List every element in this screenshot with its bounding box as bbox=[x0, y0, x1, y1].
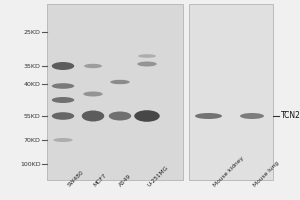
Ellipse shape bbox=[52, 112, 74, 120]
Ellipse shape bbox=[84, 64, 102, 68]
Text: Mouse lung: Mouse lung bbox=[253, 160, 280, 188]
Ellipse shape bbox=[52, 62, 74, 70]
Ellipse shape bbox=[52, 83, 74, 89]
Text: 40KD: 40KD bbox=[24, 82, 40, 87]
Text: 35KD: 35KD bbox=[24, 64, 40, 68]
Ellipse shape bbox=[138, 54, 156, 58]
Bar bbox=[46, 4, 183, 180]
Text: MCF7: MCF7 bbox=[92, 173, 108, 188]
Ellipse shape bbox=[134, 110, 160, 122]
Ellipse shape bbox=[110, 80, 130, 84]
Ellipse shape bbox=[109, 112, 131, 120]
Ellipse shape bbox=[83, 92, 103, 97]
Text: A549: A549 bbox=[118, 174, 132, 188]
Text: Mouse kidney: Mouse kidney bbox=[212, 156, 245, 188]
Text: 55KD: 55KD bbox=[24, 114, 40, 118]
Text: SW480: SW480 bbox=[67, 170, 85, 188]
Text: 25KD: 25KD bbox=[24, 29, 40, 34]
Text: 100KD: 100KD bbox=[20, 162, 40, 166]
Ellipse shape bbox=[137, 62, 157, 66]
Ellipse shape bbox=[53, 138, 73, 142]
Text: TCN2: TCN2 bbox=[280, 112, 300, 120]
Text: U-251MG: U-251MG bbox=[146, 165, 169, 188]
Ellipse shape bbox=[195, 113, 222, 119]
Ellipse shape bbox=[82, 110, 104, 121]
Bar bbox=[189, 4, 273, 180]
Ellipse shape bbox=[240, 113, 264, 119]
Text: 70KD: 70KD bbox=[24, 138, 40, 142]
Ellipse shape bbox=[52, 97, 74, 103]
